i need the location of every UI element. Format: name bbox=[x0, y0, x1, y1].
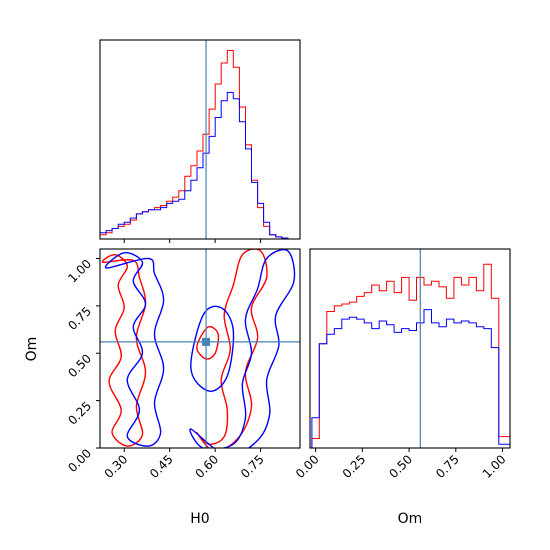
joint-contour-0 bbox=[101, 253, 147, 447]
joint-panel: 0.30 0.45 0.60 0.75 0.00 0.25 0.50 0.75 1.00 H0… bbox=[24, 248, 301, 527]
om-hist-series-0 bbox=[311, 263, 510, 448]
om-xtick-label-2: 0.50 bbox=[386, 452, 415, 481]
x-axis-label-om: Om bbox=[398, 511, 423, 527]
joint-contour-1 bbox=[104, 252, 165, 447]
h0-marginal-panel bbox=[99, 39, 301, 243]
joint-ytick-label-2: 0.50 bbox=[65, 351, 94, 380]
om-xtick-label-4: 1.00 bbox=[480, 452, 509, 481]
om-marginal-panel: 0.00 0.25 0.50 0.75 1.00 Om bbox=[293, 248, 511, 527]
x-axis-label-h0: H0 bbox=[190, 511, 209, 527]
om-xtick-label-1: 0.25 bbox=[340, 452, 369, 481]
joint-contour-4 bbox=[196, 325, 220, 360]
joint-ytick-label-0: 0.00 bbox=[65, 446, 94, 475]
om-marginal-frame bbox=[309, 248, 511, 449]
y-axis-label-om: Om bbox=[24, 337, 40, 362]
h0-marginal-frame bbox=[99, 39, 301, 240]
joint-xtick-label-1: 0.45 bbox=[147, 452, 176, 481]
joint-ytick-label-4: 1.00 bbox=[65, 257, 94, 286]
joint-xtick-label-3: 0.75 bbox=[238, 452, 267, 481]
h0-hist-series-0 bbox=[99, 50, 300, 240]
om-hist-series-1 bbox=[311, 309, 510, 448]
om-xtick-label-0: 0.00 bbox=[293, 452, 322, 481]
joint-frame bbox=[99, 248, 301, 449]
joint-xtick-label-0: 0.30 bbox=[102, 452, 131, 481]
joint-xtick-label-2: 0.60 bbox=[192, 452, 221, 481]
joint-truth-marker bbox=[202, 337, 211, 346]
joint-ytick-label-1: 0.25 bbox=[65, 399, 94, 428]
joint-ytick-label-3: 0.75 bbox=[65, 304, 94, 333]
joint-contour-5 bbox=[190, 305, 235, 392]
joint-contour-3 bbox=[189, 249, 296, 448]
om-xtick-label-3: 0.75 bbox=[433, 452, 462, 481]
h0-hist-series-1 bbox=[99, 91, 300, 240]
